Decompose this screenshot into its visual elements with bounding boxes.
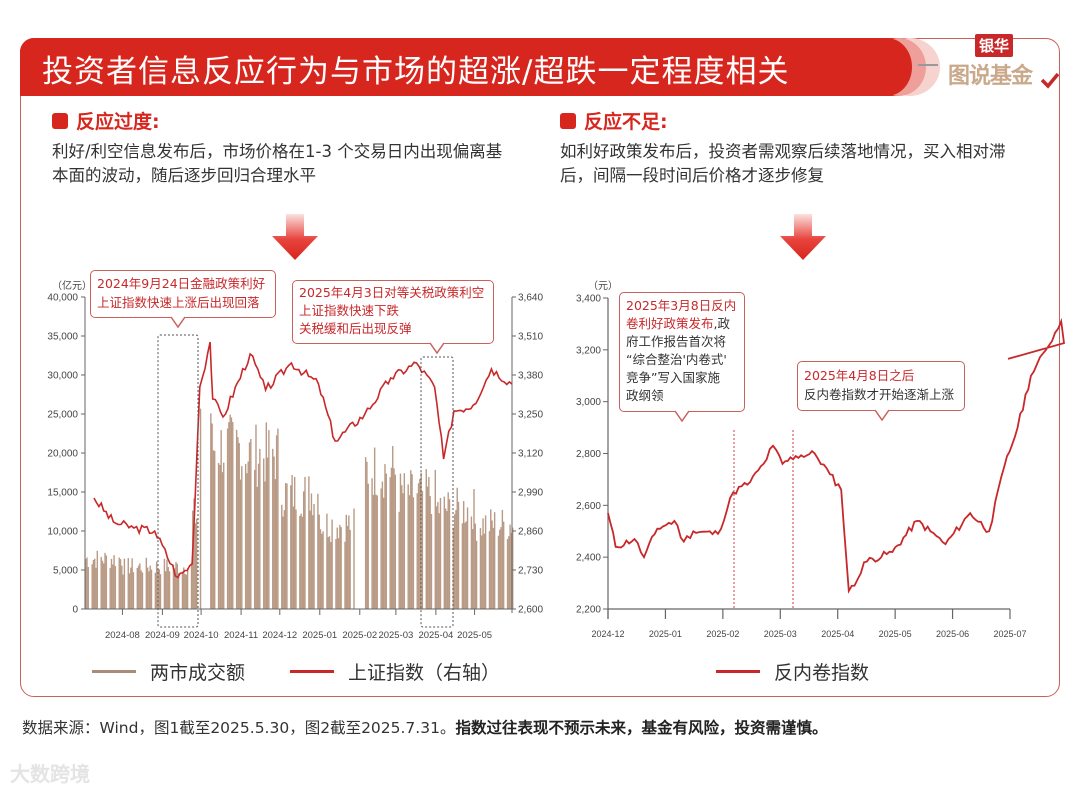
callout-apr-2025: 2025年4月3日对等关税政策利空 上证指数快速下跌 关税缓和后出现反弹 (292, 280, 494, 344)
callout-mar-2025: 2025年3月8日反内卷利好政策发布,政 府工作报告首次将 “综合整治'内卷式'… (619, 292, 745, 412)
callout-pointer (429, 342, 445, 354)
left-axis-unit: （亿元） (52, 281, 92, 292)
callout-apr8-2025: 2025年4月8日之后 反内卷指数才开始逐渐上涨 (797, 361, 965, 411)
callout-pointer (874, 409, 890, 421)
callout-pointer (170, 316, 186, 328)
left-section-description: 利好/利空信息发布后，市场价格在1-3 个交易日内出现偏离基本面的波动，随后逐步… (52, 142, 503, 185)
left-section-title: 反应过度: (52, 107, 160, 134)
callout-pointer (674, 410, 690, 422)
data-source-note: 数据来源：Wind，图1截至2025.5.30，图2截至2025.7.31。指数… (22, 719, 828, 737)
watermark: 大数跨境 (10, 762, 90, 786)
legend-swatch (92, 670, 136, 673)
logo-divider (918, 64, 938, 66)
header-bar: 投资者信息反应行为与市场的超涨/超跌一定程度相关 (20, 38, 900, 96)
bullet-square-icon (560, 112, 576, 129)
legend-volume: 两市成交额 (92, 658, 245, 685)
legend-sse: 上证指数（右轴） (290, 658, 500, 685)
header-circle-inner (862, 38, 912, 96)
legend-swatch (716, 670, 760, 673)
page-title: 投资者信息反应行为与市场的超涨/超跌一定程度相关 (42, 54, 790, 90)
bullet-square-icon (52, 112, 68, 129)
checkmark-icon (1040, 72, 1060, 89)
legend-anti-involution: 反内卷指数 (716, 658, 869, 685)
legend-swatch (290, 670, 334, 673)
down-arrow-icon (272, 214, 318, 260)
right-section-description: 如利好政策发布后，投资者需观察后续落地情况，买入相对滞后，间隔一段时间后价格才逐… (560, 142, 1006, 185)
down-arrow-icon (780, 214, 826, 260)
logo-bottom-text: 图说基金 (948, 64, 1033, 89)
right-axis-unit: （元） (588, 281, 618, 292)
logo-top-text: 银华 (975, 34, 1014, 57)
callout-sep-2024: 2024年9月24日金融政策利好 上证指数快速上涨后出现回落 (90, 270, 276, 318)
right-section-title: 反应不足: (560, 107, 668, 134)
